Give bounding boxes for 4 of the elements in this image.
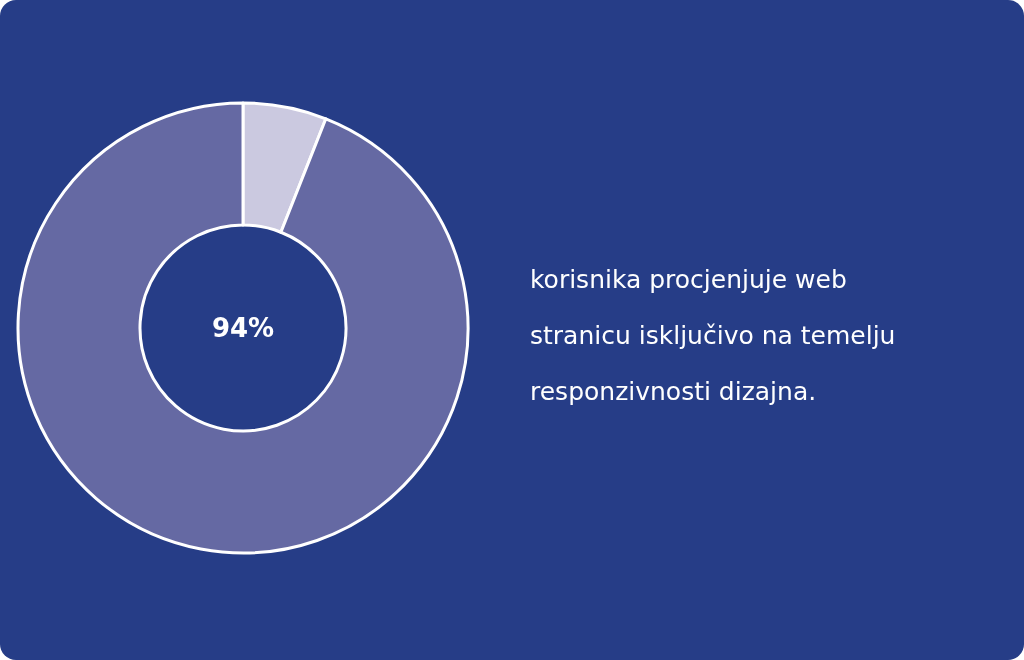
data-label: 94% <box>211 313 275 343</box>
text: responzivnosti dizajna. <box>530 376 818 408</box>
text: stranicu isključivo na temelju <box>530 320 897 352</box>
text: korisnika procjenjuje web <box>530 264 848 296</box>
